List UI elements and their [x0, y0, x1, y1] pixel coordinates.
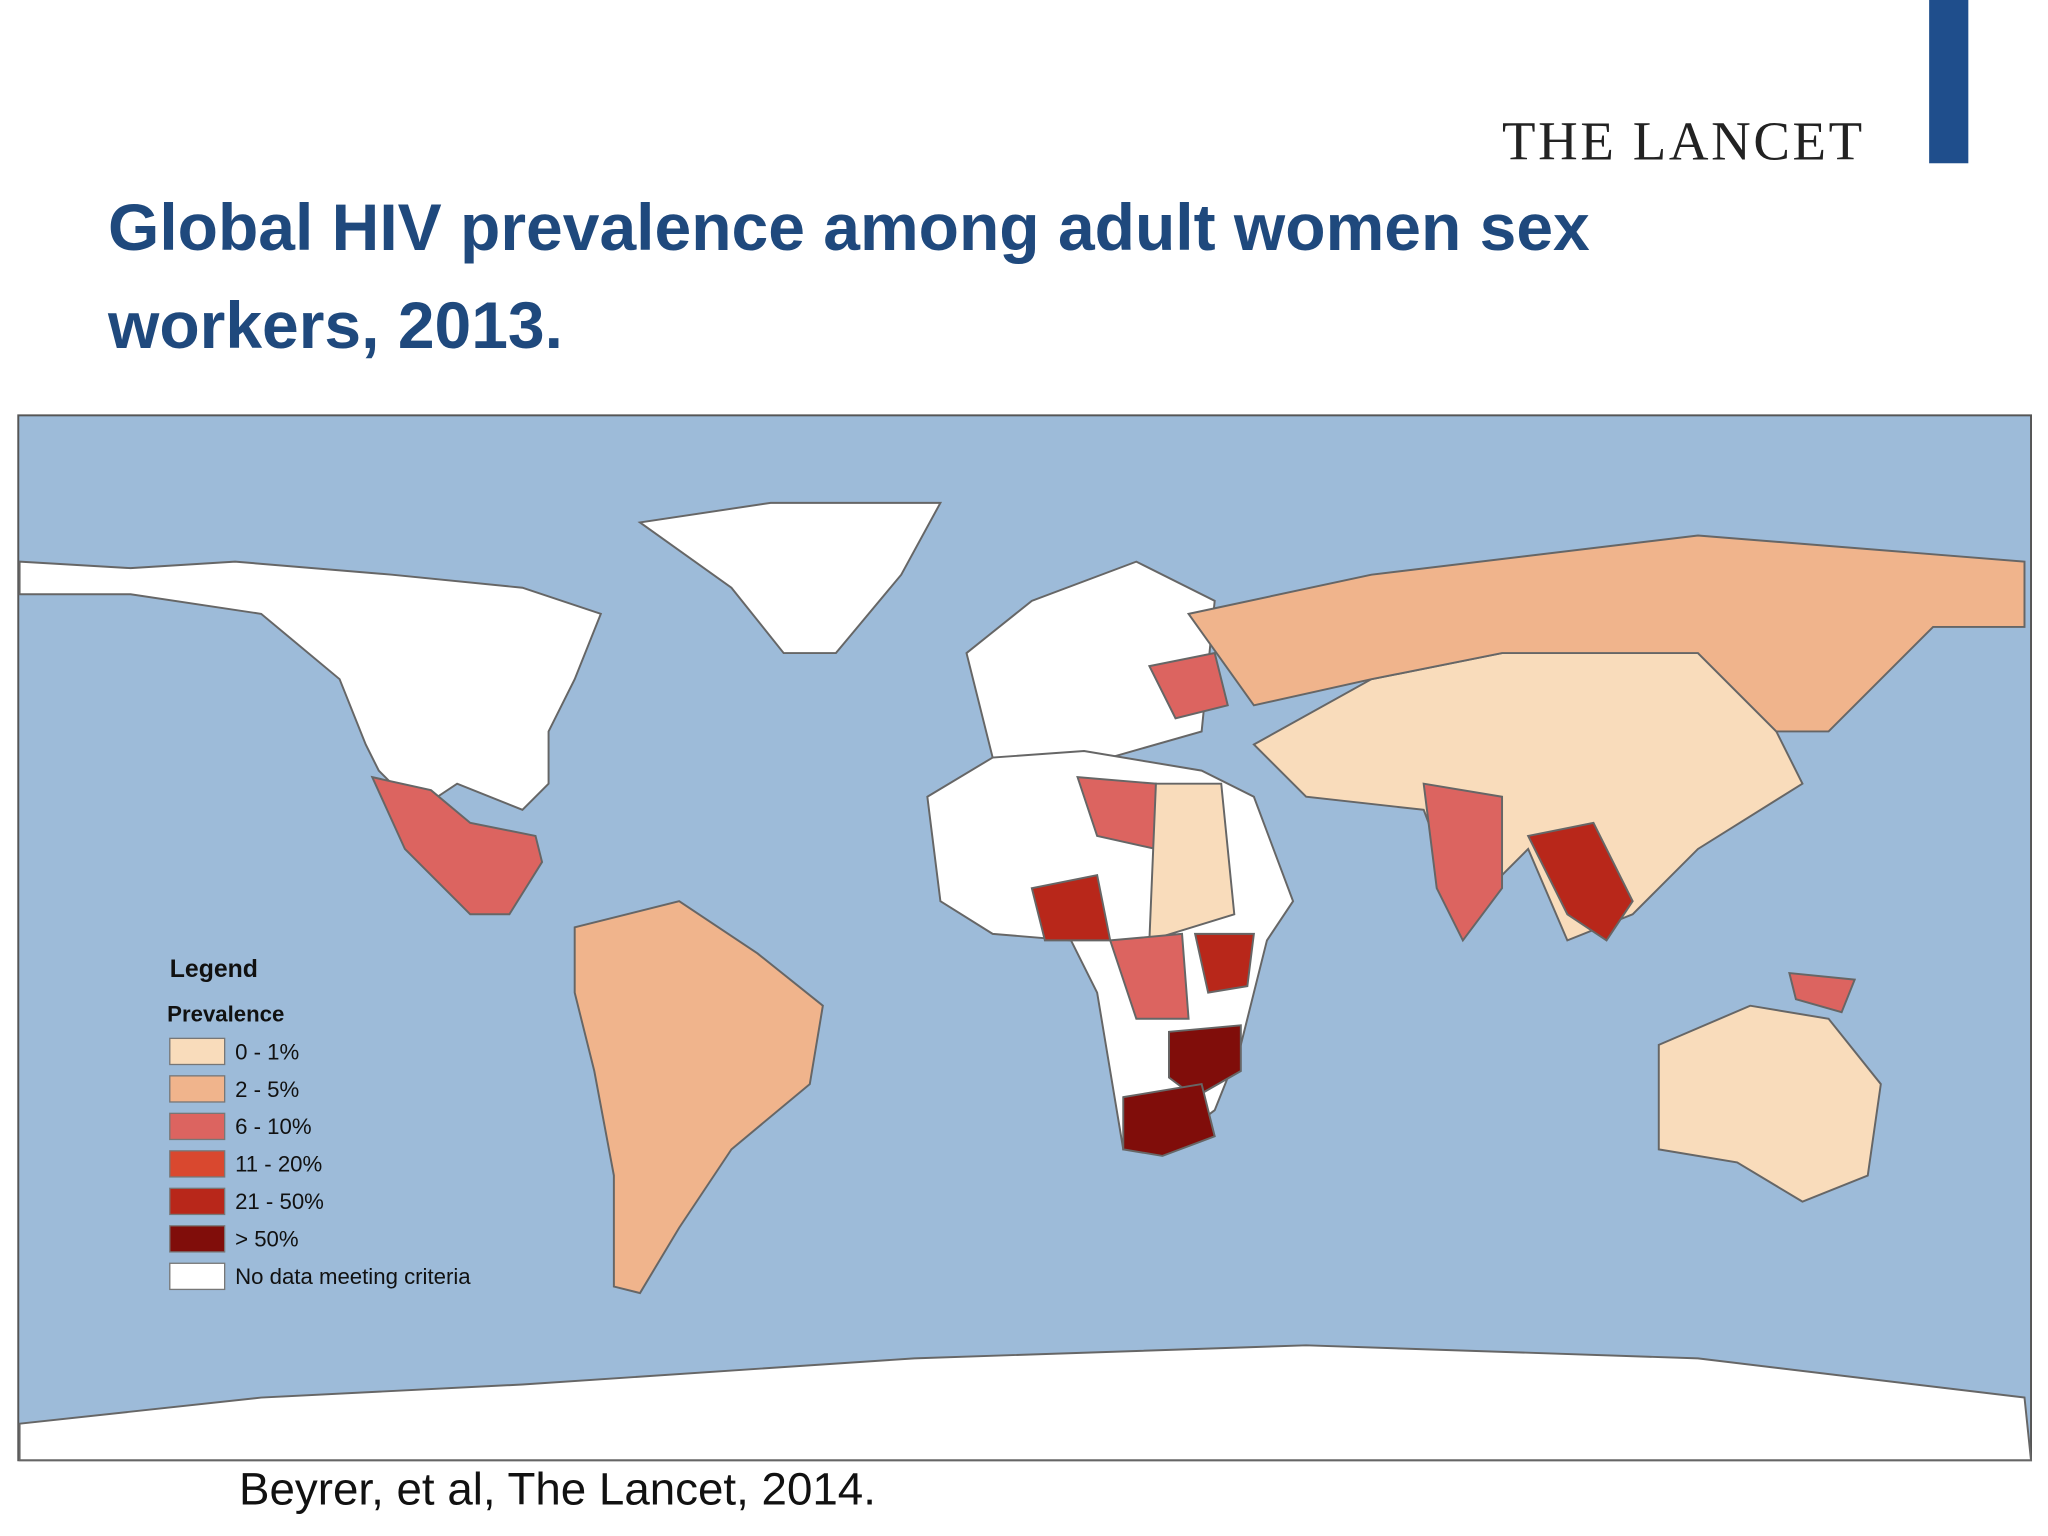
legend-swatch [169, 1262, 226, 1291]
legend-label: > 50% [235, 1227, 299, 1252]
accent-bar [1929, 0, 1969, 164]
zimbabwe [1168, 1024, 1242, 1099]
egypt-sudan [1148, 782, 1236, 942]
legend-title: Legend [170, 956, 258, 983]
legend-label: 2 - 5% [235, 1077, 299, 1102]
north-america [18, 560, 603, 812]
logo: THE LANCET [1502, 110, 1865, 171]
legend-label: 0 - 1% [235, 1039, 299, 1064]
slide-title: Global HIV prevalence among adult women … [108, 190, 1590, 362]
legend-swatch [169, 1112, 226, 1141]
mexico [370, 775, 544, 916]
russia [1186, 534, 2026, 733]
legend-label: 6 - 10% [235, 1114, 311, 1139]
ukraine [1147, 651, 1229, 720]
south-africa [1122, 1082, 1216, 1157]
greenland [637, 501, 943, 655]
india [1422, 782, 1504, 943]
legend-swatch [169, 1037, 226, 1066]
legend-swatch [169, 1187, 226, 1216]
kenya [1193, 932, 1255, 994]
australia [1657, 1004, 1882, 1203]
legend-label: 21 - 50% [235, 1189, 324, 1214]
legend-swatch [169, 1075, 226, 1103]
nigeria [1030, 873, 1112, 942]
legend-swatch [169, 1150, 226, 1178]
congo [1108, 932, 1190, 1020]
citation: Beyrer, et al, The Lancet, 2014. [239, 1464, 876, 1515]
legend-label: No data meeting criteria [235, 1264, 471, 1289]
legend-label: 11 - 20% [235, 1152, 322, 1177]
south-america [573, 900, 824, 1295]
legend-subtitle: Prevalence [167, 1001, 284, 1026]
papua-new-guinea [1788, 971, 1857, 1014]
southeast-asia [1526, 821, 1634, 942]
map [17, 414, 2033, 1462]
antarctica [18, 1344, 2033, 1462]
legend: Legend Prevalence 0 - 1% 2 - 5% 6 - 10% 11 … [167, 956, 471, 1291]
legend-swatch [169, 1225, 226, 1253]
